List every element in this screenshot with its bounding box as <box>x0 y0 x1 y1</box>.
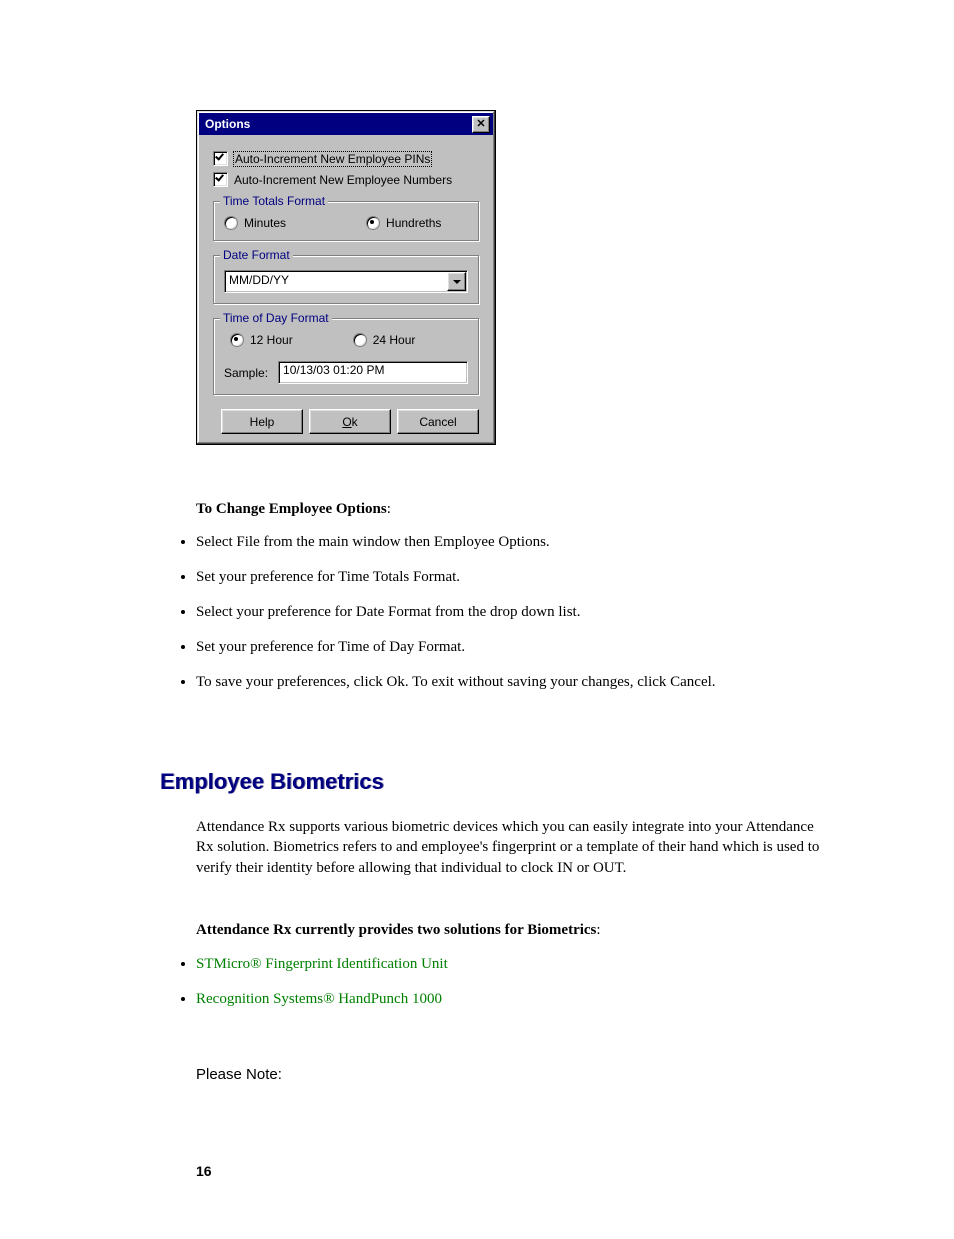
list-item: Select File from the main window then Em… <box>196 534 834 551</box>
ok-button[interactable]: Ok <box>309 409 391 434</box>
subheading: To Change Employee Options <box>196 501 387 517</box>
group-time-totals: Time Totals Format Minutes Hundreths <box>213 201 479 241</box>
options-dialog: Options ✕ Auto-Increment New Employee PI… <box>196 110 496 445</box>
radio-label: 24 Hour <box>373 333 416 347</box>
group-legend: Date Format <box>220 248 293 262</box>
radio-icon[interactable] <box>353 333 367 347</box>
radio-label: 12 Hour <box>250 333 293 347</box>
checkbox-label: Auto-Increment New Employee PINs <box>234 152 431 166</box>
section-heading: Employee Biometrics <box>160 769 834 795</box>
radio-24hour[interactable]: 24 Hour <box>353 333 416 347</box>
chevron-down-icon[interactable] <box>447 272 466 291</box>
note-label: Please Note: <box>196 1066 834 1083</box>
instructions-list: Select File from the main window then Em… <box>160 534 834 691</box>
radio-icon[interactable] <box>224 216 238 230</box>
cancel-button[interactable]: Cancel <box>397 409 479 434</box>
list-item: Select your preference for Date Format f… <box>196 604 834 621</box>
sample-label: Sample: <box>224 366 268 380</box>
page-number: 16 <box>196 1163 834 1179</box>
window-title: Options <box>205 117 250 131</box>
list-item: Recognition Systems® HandPunch 1000 <box>196 991 834 1008</box>
checkbox-icon[interactable] <box>213 151 228 166</box>
subheading: Attendance Rx currently provides two sol… <box>196 922 596 938</box>
list-item: To save your preferences, click Ok. To e… <box>196 674 834 691</box>
link-handpunch[interactable]: Recognition Systems® HandPunch 1000 <box>196 991 442 1007</box>
radio-icon[interactable] <box>230 333 244 347</box>
radio-label: Minutes <box>244 216 286 230</box>
radio-hundreths[interactable]: Hundreths <box>366 216 441 230</box>
link-stmicro[interactable]: STMicro® Fingerprint Identification Unit <box>196 956 448 972</box>
list-item: Set your preference for Time Totals Form… <box>196 569 834 586</box>
combo-value: MM/DD/YY <box>225 271 446 292</box>
titlebar[interactable]: Options ✕ <box>199 113 493 135</box>
radio-12hour[interactable]: 12 Hour <box>230 333 293 347</box>
group-legend: Time Totals Format <box>220 194 328 208</box>
group-time-of-day: Time of Day Format 12 Hour 24 Hour Sampl… <box>213 318 479 395</box>
sample-field: 10/13/03 01:20 PM <box>278 361 468 384</box>
date-format-combo[interactable]: MM/DD/YY <box>224 270 468 293</box>
checkbox-label: Auto-Increment New Employee Numbers <box>234 173 452 187</box>
radio-icon[interactable] <box>366 216 380 230</box>
group-date-format: Date Format MM/DD/YY <box>213 255 479 304</box>
checkbox-icon[interactable] <box>213 172 228 187</box>
list-item: Set your preference for Time of Day Form… <box>196 639 834 656</box>
help-button[interactable]: Help <box>221 409 303 434</box>
solutions-list: STMicro® Fingerprint Identification Unit… <box>160 956 834 1008</box>
checkbox-auto-numbers[interactable]: Auto-Increment New Employee Numbers <box>213 172 479 187</box>
paragraph: Attendance Rx supports various biometric… <box>196 817 834 878</box>
close-icon[interactable]: ✕ <box>472 116 490 133</box>
radio-label: Hundreths <box>386 216 441 230</box>
radio-minutes[interactable]: Minutes <box>224 216 286 230</box>
checkbox-auto-pins[interactable]: Auto-Increment New Employee PINs <box>213 151 479 166</box>
group-legend: Time of Day Format <box>220 311 332 325</box>
list-item: STMicro® Fingerprint Identification Unit <box>196 956 834 973</box>
